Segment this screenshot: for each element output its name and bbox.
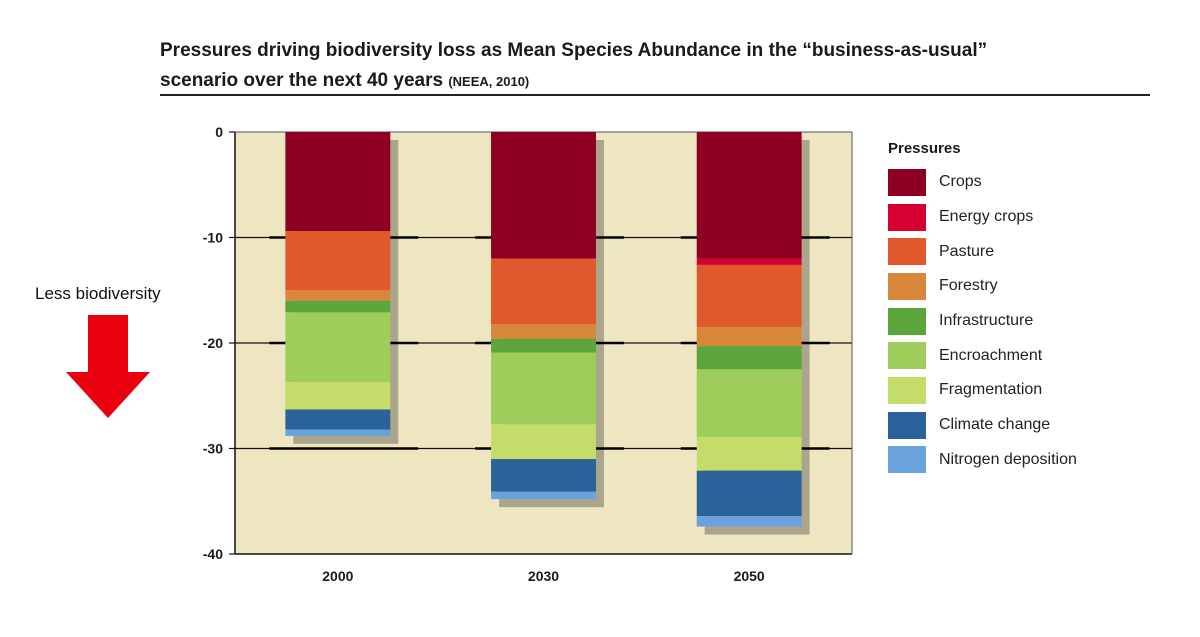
legend-swatch	[888, 446, 926, 474]
legend-swatch	[888, 342, 926, 370]
legend-swatch	[888, 168, 926, 196]
bar-segment	[491, 459, 596, 492]
bar-segment	[696, 470, 802, 517]
legend-swatch	[888, 376, 926, 404]
down-arrow-icon	[66, 315, 150, 418]
legend-label: Forestry	[939, 277, 998, 295]
legend-label: Climate change	[939, 416, 1051, 434]
legend-label: Pasture	[939, 242, 995, 260]
bar-segment	[491, 258, 596, 325]
legend-item: Infrastructure	[888, 304, 1077, 339]
legend-swatch	[888, 411, 926, 439]
bar-segment	[491, 132, 596, 259]
legend-label: Encroachment	[939, 346, 1043, 364]
bar-segment	[696, 369, 802, 437]
y-tick-label: -30	[203, 441, 223, 457]
bar-segment	[285, 409, 391, 430]
bar-segment	[491, 324, 596, 339]
legend-items: Crops Energy crops Pasture Forestry Infrastr…	[888, 165, 1077, 477]
y-tick-label: 0	[215, 124, 223, 140]
y-tick-label: -20	[203, 335, 223, 351]
legend: Pressures Crops Energy crops Pasture Forest…	[888, 140, 1077, 477]
legend-item: Forestry	[888, 269, 1077, 304]
legend-label: Fragmentation	[939, 381, 1043, 399]
bar-segment	[696, 132, 802, 259]
legend-swatch	[888, 203, 926, 231]
title-rule	[160, 94, 1150, 96]
x-tick-label: 2030	[528, 568, 559, 584]
bar-segment	[285, 132, 391, 232]
legend-item: Pasture	[888, 234, 1077, 269]
bar-segment	[696, 436, 802, 471]
bar-segment	[491, 424, 596, 460]
bar-segment	[696, 346, 802, 370]
bar-segment	[285, 300, 391, 313]
legend-label: Nitrogen deposition	[939, 450, 1077, 468]
bar-segment	[491, 338, 596, 353]
legend-item: Energy crops	[888, 200, 1077, 235]
x-tick-label: 2050	[734, 568, 765, 584]
legend-item: Crops	[888, 165, 1077, 200]
bar-segment	[285, 429, 391, 436]
legend-item: Nitrogen deposition	[888, 443, 1077, 478]
chart-title: Pressures driving biodiversity loss as M…	[160, 36, 1155, 97]
legend-swatch	[888, 272, 926, 300]
y-tick-label: -40	[203, 546, 223, 562]
legend-swatch	[888, 307, 926, 335]
bar-segment	[491, 491, 596, 500]
title-source: (NEEA, 2010)	[448, 74, 530, 89]
legend-label: Energy crops	[939, 208, 1034, 226]
bar-segment	[285, 312, 391, 383]
bar-segment	[285, 382, 391, 410]
legend-item: Encroachment	[888, 338, 1077, 373]
legend-label: Infrastructure	[939, 312, 1034, 330]
title-line-1: Pressures driving biodiversity loss as M…	[160, 40, 988, 61]
legend-swatch	[888, 238, 926, 266]
legend-item: Fragmentation	[888, 373, 1077, 408]
bar-segment	[696, 258, 802, 265]
y-tick-label: -10	[203, 230, 223, 246]
legend-label: Crops	[939, 173, 982, 191]
bar-segment	[285, 290, 391, 301]
bar-segment	[696, 327, 802, 347]
bar-segment	[285, 231, 391, 291]
legend-item: Climate change	[888, 408, 1077, 443]
bar-segment	[696, 264, 802, 328]
bar-segment	[491, 352, 596, 425]
title-line-2: scenario over the next 40 years	[160, 70, 444, 91]
legend-title: Pressures	[888, 140, 961, 157]
x-tick-label: 2000	[322, 568, 353, 584]
bar-segment	[696, 516, 802, 527]
less-biodiversity-label: Less biodiversity	[35, 284, 161, 303]
